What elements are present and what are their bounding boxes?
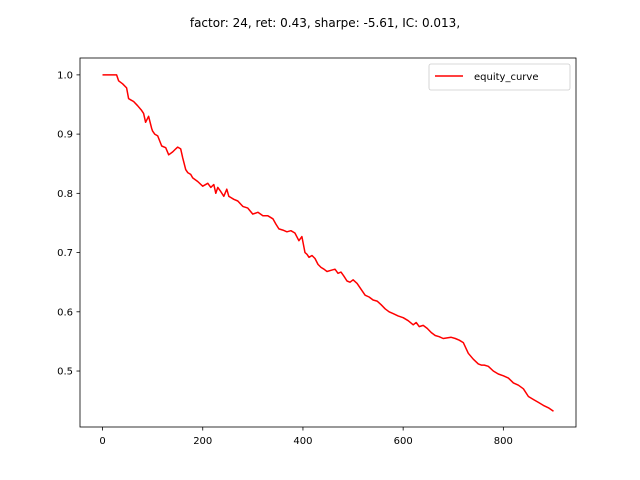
y-tick-label: 0.7: [57, 248, 73, 259]
y-tick-label: 0.5: [57, 367, 73, 378]
y-tick-label: 0.8: [57, 189, 73, 200]
y-tick-label: 0.6: [57, 307, 73, 318]
axes-frame: [79, 57, 577, 428]
x-tick-label: 800: [494, 436, 513, 447]
chart-title: factor: 24, ret: 0.43, sharpe: -5.61, IC…: [190, 16, 460, 30]
plot-area: 0 200 400 600 800 0.5 0.6 0.7 0.8 0.9 1.0 equity_cu…: [57, 57, 577, 447]
x-tick-label: 400: [293, 436, 312, 447]
x-tick-label: 200: [193, 436, 212, 447]
y-tick-label: 1.0: [57, 70, 73, 81]
legend-label: equity_curve: [474, 72, 538, 83]
x-tick-label: 0: [99, 436, 105, 447]
y-tick-label: 0.9: [57, 130, 73, 141]
x-tick-label: 600: [394, 436, 413, 447]
series-line-equity_curve: [102, 74, 554, 412]
legend-box: [428, 63, 571, 91]
